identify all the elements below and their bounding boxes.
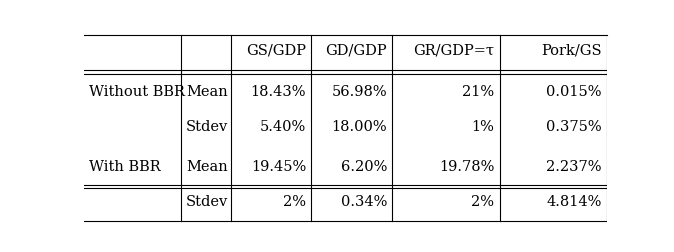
Text: 21%: 21% xyxy=(462,85,494,99)
Text: GD/GDP: GD/GDP xyxy=(326,44,387,58)
Text: With BBR: With BBR xyxy=(90,160,161,174)
Text: Without BBR: Without BBR xyxy=(90,85,185,99)
Text: Mean: Mean xyxy=(186,160,228,174)
Text: 19.45%: 19.45% xyxy=(251,160,306,174)
Text: 0.015%: 0.015% xyxy=(546,85,601,99)
Text: 0.34%: 0.34% xyxy=(341,195,387,209)
Text: 0.375%: 0.375% xyxy=(546,120,601,134)
Text: 6.20%: 6.20% xyxy=(341,160,387,174)
Text: Pork/GS: Pork/GS xyxy=(541,44,601,58)
Text: Mean: Mean xyxy=(186,85,228,99)
Text: GR/GDP=τ: GR/GDP=τ xyxy=(413,44,494,58)
Text: 1%: 1% xyxy=(471,120,494,134)
Text: 19.78%: 19.78% xyxy=(439,160,494,174)
Text: 18.00%: 18.00% xyxy=(332,120,387,134)
Text: 2%: 2% xyxy=(471,195,494,209)
Text: GS/GDP: GS/GDP xyxy=(246,44,306,58)
Text: 4.814%: 4.814% xyxy=(546,195,601,209)
Text: Stdev: Stdev xyxy=(186,195,228,209)
Text: 56.98%: 56.98% xyxy=(332,85,387,99)
Text: Stdev: Stdev xyxy=(186,120,228,134)
Text: 2.237%: 2.237% xyxy=(546,160,601,174)
Text: 5.40%: 5.40% xyxy=(260,120,306,134)
Text: 18.43%: 18.43% xyxy=(251,85,306,99)
Text: 2%: 2% xyxy=(283,195,306,209)
